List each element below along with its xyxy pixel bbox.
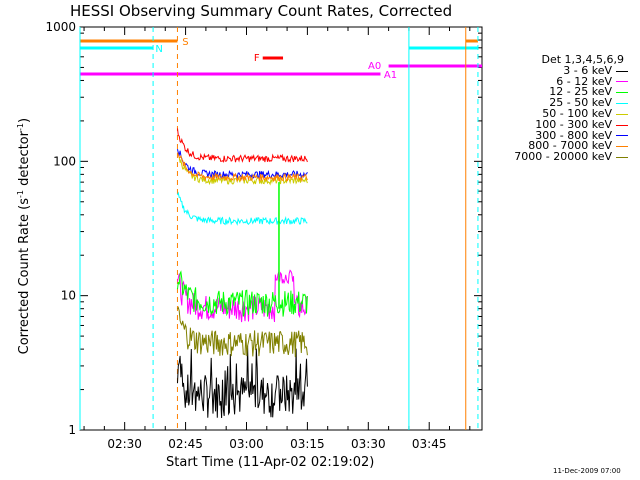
legend-swatch <box>616 113 628 115</box>
series-line-6 <box>177 148 308 180</box>
flag-s-label: S <box>182 37 188 48</box>
legend-item-label: 12 - 25 keV <box>549 85 612 99</box>
x-tick-label: 02:30 <box>107 437 142 451</box>
chart-title: HESSI Observing Summary Count Rates, Cor… <box>70 2 453 20</box>
x-tick-label: 03:45 <box>412 437 447 451</box>
x-tick-label: 03:00 <box>229 437 264 451</box>
legend-item: 6 - 12 keV <box>496 74 628 88</box>
x-tick-label: 02:45 <box>168 437 203 451</box>
series-line-3 <box>177 191 308 226</box>
legend-item-label: 3 - 6 keV <box>563 63 612 77</box>
x-axis-label: Start Time (11-Apr-02 02:19:02) <box>166 455 375 470</box>
y-axis-label: Corrected Count Rate (s-1 detector-1) <box>15 117 33 355</box>
legend-item: 7000 - 20000 keV <box>496 150 628 164</box>
y-tick-label: 1000 <box>45 20 76 34</box>
y-tick-label: 100 <box>53 154 76 168</box>
series-line-5 <box>177 128 308 164</box>
flag-a1-label: A1 <box>384 70 397 81</box>
series-line-1 <box>177 269 308 323</box>
legend-header: Det 1,3,4,5,6,9 <box>541 53 624 66</box>
legend-swatch <box>616 103 628 105</box>
y-tick-label: 1 <box>68 423 76 437</box>
plot-frame <box>79 26 483 431</box>
legend-item-label: 50 - 100 keV <box>542 106 612 120</box>
legend-item-label: 300 - 800 keV <box>535 128 612 142</box>
series-line-8 <box>177 306 308 358</box>
legend-item: 25 - 50 keV <box>496 96 628 110</box>
legend-item: 12 - 25 keV <box>496 85 628 99</box>
legend: Det 1,3,4,5,6,9 3 - 6 keV 6 - 12 keV 12 - … <box>496 53 628 164</box>
series-line-0 <box>177 345 308 419</box>
generated-timestamp: 11-Dec-2009 07:00 <box>553 467 621 475</box>
legend-item-label: 800 - 7000 keV <box>528 139 612 153</box>
legend-swatch <box>616 92 628 94</box>
x-tick-label: 03:30 <box>351 437 386 451</box>
legend-swatch <box>616 70 628 72</box>
series-line-2 <box>177 270 308 317</box>
y-tick-label: 10 <box>61 289 76 303</box>
flag-n-label: N <box>155 44 162 55</box>
legend-swatch <box>616 157 628 159</box>
legend-item-label: 6 - 12 keV <box>556 74 612 88</box>
x-tick-label: 03:15 <box>290 437 325 451</box>
legend-swatch <box>616 146 628 148</box>
legend-item-label: 7000 - 20000 keV <box>514 150 612 164</box>
legend-item: 50 - 100 keV <box>496 106 628 120</box>
legend-item: 100 - 300 keV <box>496 117 628 131</box>
legend-swatch <box>616 81 628 83</box>
legend-item: 3 - 6 keV <box>496 63 628 77</box>
flag-f-label: F <box>254 53 260 64</box>
flag-a0-label: A0 <box>368 61 381 72</box>
legend-item-label: 25 - 50 keV <box>549 96 612 110</box>
legend-item: 300 - 800 keV <box>496 128 628 142</box>
legend-item-label: 100 - 300 keV <box>535 117 612 131</box>
series-line-7 <box>177 152 308 183</box>
legend-swatch <box>616 135 628 137</box>
legend-item: 800 - 7000 keV <box>496 139 628 153</box>
legend-swatch <box>616 124 628 126</box>
